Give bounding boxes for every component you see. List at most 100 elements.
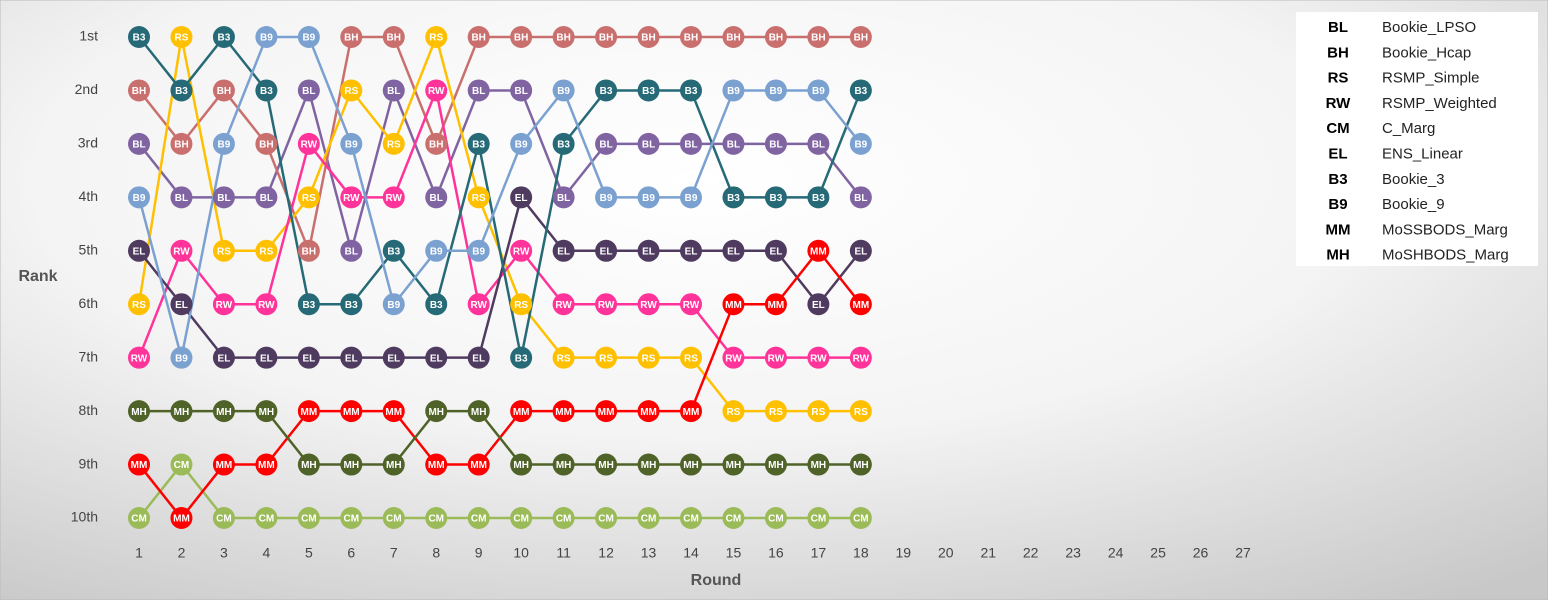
x-tick-label: 3 <box>220 545 228 561</box>
marker-label: RS <box>642 353 656 364</box>
marker-label: MM <box>173 514 190 525</box>
marker <box>128 293 150 316</box>
marker-label: BH <box>514 33 528 44</box>
marker-label: MH <box>513 460 529 471</box>
y-tick-label: 9th <box>79 455 98 471</box>
marker <box>382 26 405 48</box>
marker <box>212 400 235 423</box>
marker-label: BH <box>641 33 655 44</box>
marker-label: BL <box>684 140 697 151</box>
marker-label: RW <box>216 300 233 311</box>
y-axis-title: Rank <box>18 268 57 285</box>
marker-label: MH <box>428 407 444 418</box>
marker <box>382 186 405 209</box>
x-tick-label: 16 <box>768 545 784 561</box>
marker <box>552 26 575 48</box>
marker <box>595 453 618 476</box>
marker <box>297 79 320 102</box>
marker-label: CM <box>131 514 147 525</box>
marker <box>722 400 745 423</box>
marker <box>764 400 787 423</box>
marker <box>340 186 363 209</box>
marker-label: B9 <box>175 353 188 364</box>
x-tick-label: 10 <box>513 545 529 561</box>
marker <box>467 79 490 102</box>
marker-label: CM <box>216 514 232 525</box>
marker-label: RW <box>598 300 615 311</box>
marker <box>680 132 702 155</box>
marker <box>807 293 830 316</box>
marker <box>128 453 150 476</box>
marker-label: B3 <box>175 86 188 97</box>
x-tick-label: 14 <box>683 545 699 561</box>
marker <box>807 453 830 476</box>
marker-label: RS <box>472 193 486 204</box>
marker-label: B9 <box>515 140 528 151</box>
x-tick-label: 21 <box>980 545 996 561</box>
marker-label: B3 <box>600 86 613 97</box>
marker <box>170 400 193 423</box>
marker <box>807 186 830 209</box>
legend-code: MH <box>1326 247 1349 264</box>
marker <box>170 186 193 209</box>
marker-label: B3 <box>854 86 867 97</box>
marker-label: RS <box>429 33 443 44</box>
marker-label: RW <box>683 300 700 311</box>
marker-label: MH <box>471 407 487 418</box>
marker-label: RS <box>811 407 825 418</box>
marker <box>637 79 660 102</box>
marker <box>467 132 490 155</box>
marker-label: EL <box>430 353 443 364</box>
marker-label: B3 <box>260 86 273 97</box>
legend-code: B9 <box>1328 196 1347 213</box>
marker-label: MM <box>385 407 402 418</box>
x-tick-label: 11 <box>556 545 571 561</box>
marker <box>212 26 235 48</box>
marker-label: BL <box>217 193 230 204</box>
marker <box>807 346 830 369</box>
marker <box>297 400 320 423</box>
marker <box>340 507 363 529</box>
marker <box>340 239 363 262</box>
marker-label: RW <box>768 353 785 364</box>
marker-label: B3 <box>472 140 485 151</box>
x-tick-label: 5 <box>305 545 313 561</box>
marker <box>340 132 363 155</box>
x-tick-label: 25 <box>1150 545 1166 561</box>
y-tick-label: 7th <box>79 348 98 364</box>
marker-label: BL <box>430 193 443 204</box>
marker <box>552 239 575 262</box>
marker <box>425 239 448 262</box>
marker <box>128 26 150 48</box>
x-tick-label: 20 <box>938 545 954 561</box>
x-tick-label: 9 <box>475 545 483 561</box>
legend-code: RS <box>1328 70 1349 87</box>
marker-label: B9 <box>685 193 698 204</box>
marker <box>510 400 533 423</box>
marker-label: MM <box>555 407 572 418</box>
marker <box>849 507 872 529</box>
legend-label: C_Marg <box>1382 120 1435 137</box>
marker-label: CM <box>428 514 444 525</box>
marker-label: MH <box>301 460 317 471</box>
marker <box>425 293 448 316</box>
y-tick-label: 1st <box>79 28 98 44</box>
marker <box>764 453 787 476</box>
marker-label: BL <box>514 86 527 97</box>
legend-label: MoSSBODS_Marg <box>1382 221 1508 238</box>
marker-label: MM <box>640 407 657 418</box>
marker <box>128 186 150 209</box>
legend-code: MM <box>1326 221 1351 238</box>
marker-label: CM <box>174 460 190 471</box>
x-tick-label: 26 <box>1193 545 1209 561</box>
marker-label: RW <box>810 353 827 364</box>
x-tick-label: 1 <box>135 545 143 561</box>
marker <box>128 400 150 423</box>
marker-label: MH <box>811 460 827 471</box>
marker <box>807 132 830 155</box>
marker-label: EL <box>515 193 528 204</box>
marker <box>255 400 278 423</box>
marker-label: B3 <box>218 33 231 44</box>
marker-label: RS <box>514 300 528 311</box>
